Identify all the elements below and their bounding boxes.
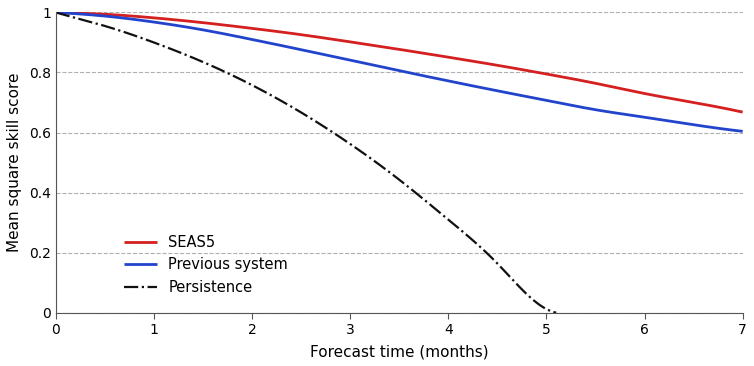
Persistence <box>292 108 301 112</box>
Persistence <box>349 144 358 149</box>
Persistence <box>322 126 331 131</box>
Persistence <box>289 106 298 110</box>
Previous system <box>51 10 60 15</box>
SEAS5 <box>51 10 60 15</box>
Line: Previous system: Previous system <box>56 12 743 131</box>
Previous system <box>738 129 747 134</box>
SEAS5 <box>460 57 469 62</box>
SEAS5 <box>615 86 624 90</box>
X-axis label: Forecast time (months): Forecast time (months) <box>310 344 489 359</box>
Persistence <box>51 10 60 15</box>
Persistence <box>540 306 549 310</box>
Previous system <box>423 74 432 79</box>
Previous system <box>382 66 391 70</box>
Previous system <box>460 82 469 86</box>
SEAS5 <box>738 110 747 114</box>
Previous system <box>615 111 624 116</box>
Y-axis label: Mean square skill score: Mean square skill score <box>7 73 22 252</box>
SEAS5 <box>423 52 432 56</box>
SEAS5 <box>722 107 731 111</box>
SEAS5 <box>382 45 391 49</box>
Previous system <box>378 65 387 69</box>
Line: Persistence: Persistence <box>56 12 556 313</box>
Persistence <box>461 232 470 236</box>
Persistence <box>552 310 561 315</box>
Line: SEAS5: SEAS5 <box>56 12 743 112</box>
Previous system <box>722 127 731 131</box>
Legend: SEAS5, Previous system, Persistence: SEAS5, Previous system, Persistence <box>124 235 288 295</box>
SEAS5 <box>378 45 387 49</box>
